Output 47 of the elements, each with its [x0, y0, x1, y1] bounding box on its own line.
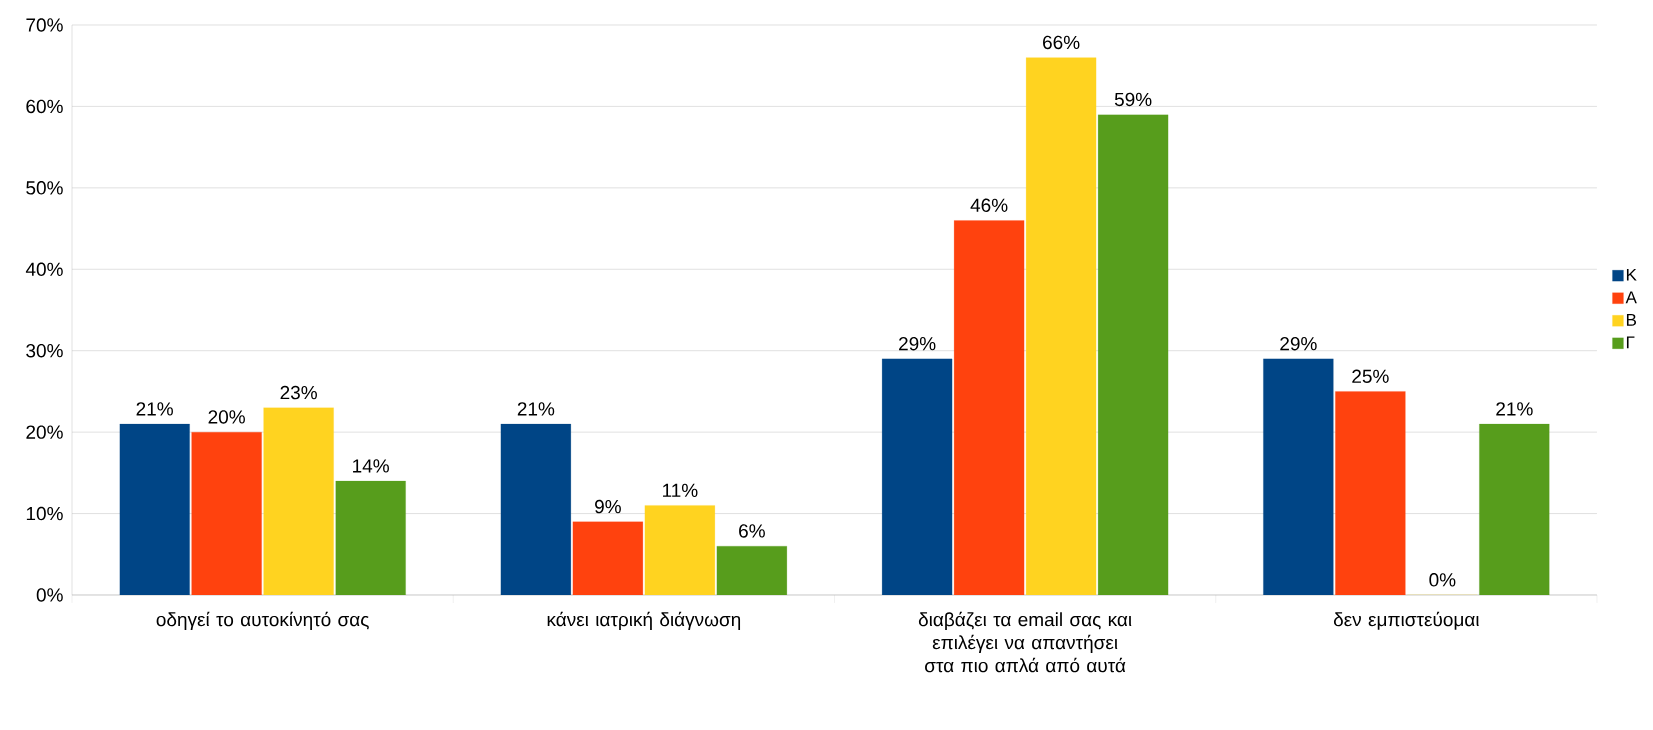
- bar: [716, 546, 787, 595]
- bar: [1026, 57, 1097, 595]
- y-tick-label: 10%: [26, 506, 63, 521]
- data-label: 21%: [136, 402, 173, 416]
- data-label: 23%: [280, 385, 317, 400]
- bar: [191, 432, 262, 595]
- bar: [263, 407, 334, 595]
- data-label: 9%: [595, 499, 621, 514]
- data-label: 29%: [899, 336, 936, 351]
- legend-label: Κ: [1626, 268, 1637, 281]
- x-tick-label: οδηγεί το αυτοκίνητό σας: [156, 611, 369, 631]
- bar: [882, 358, 953, 595]
- x-tick-label: διαβάζει τα email σας και επιλέγει να απαντήσει στα πιο απλά από αυτά: [918, 611, 1132, 673]
- data-label: 11%: [663, 483, 698, 497]
- data-label: 59%: [1114, 92, 1152, 107]
- bar: [1335, 391, 1406, 595]
- data-label: 46%: [970, 198, 1008, 212]
- x-tick-label: κάνει ιατρική διάγνωση: [547, 611, 741, 631]
- data-label: 20%: [208, 410, 245, 424]
- data-label: 0%: [1429, 573, 1456, 587]
- data-label: 14%: [353, 459, 389, 473]
- y-tick-label: 20%: [26, 425, 63, 439]
- y-tick-label: 0%: [36, 588, 63, 602]
- bar: [954, 220, 1025, 595]
- data-label: 25%: [1352, 369, 1389, 383]
- bar: [572, 521, 643, 595]
- legend-label: Γ: [1626, 336, 1635, 349]
- data-label: 66%: [1043, 35, 1080, 50]
- y-tick-label: 40%: [25, 262, 63, 276]
- bar: [1479, 423, 1550, 595]
- y-tick-label: 50%: [26, 181, 63, 195]
- bar: [500, 423, 571, 595]
- y-tick-label: 30%: [26, 343, 63, 358]
- bar: [335, 480, 406, 595]
- bar: [1263, 358, 1334, 595]
- data-label: 29%: [1280, 336, 1317, 351]
- bar: [1098, 114, 1169, 595]
- bar: [644, 505, 715, 595]
- data-label: 21%: [517, 402, 555, 416]
- legend-label: Α: [1625, 291, 1637, 304]
- x-tick-label: δεν εμπιστεύομαι: [1333, 611, 1480, 630]
- y-tick-label: 70%: [26, 18, 63, 32]
- data-label: 21%: [1496, 402, 1533, 416]
- y-tick-label: 60%: [26, 99, 63, 114]
- legend-label: Β: [1626, 313, 1637, 326]
- data-label: 6%: [739, 524, 765, 538]
- bar: [119, 423, 190, 595]
